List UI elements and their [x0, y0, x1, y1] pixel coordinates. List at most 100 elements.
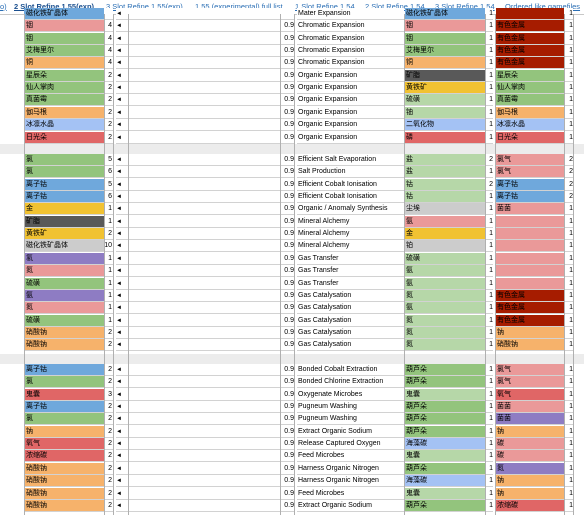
- recipe-name-cell[interactable]: Organic Expansion: [297, 131, 404, 144]
- output1-item-cell[interactable]: 氨: [405, 302, 485, 315]
- input-item-cell[interactable]: 硝酸钠: [24, 462, 104, 475]
- output2-item-cell[interactable]: 钠: [496, 475, 564, 488]
- recipe-name-cell[interactable]: Organic Expansion: [297, 82, 404, 95]
- output1-count-cell[interactable]: 2: [485, 154, 493, 166]
- output1-item-cell[interactable]: 尘埃: [405, 203, 485, 216]
- output2-item-cell[interactable]: 硝酸钠: [496, 339, 564, 352]
- input-item-cell[interactable]: 氨: [24, 289, 104, 302]
- sheet-tab[interactable]: 1 Slot Refine 1.54: [295, 2, 355, 11]
- blank-cell[interactable]: [128, 166, 280, 179]
- recipe-name-cell[interactable]: Feed Microbes: [297, 450, 404, 463]
- recipe-name-cell[interactable]: Gas Catalysation: [297, 302, 404, 315]
- output1-item-cell[interactable]: 鬼囊: [405, 487, 485, 500]
- output1-item-cell[interactable]: 鬼囊: [405, 450, 485, 463]
- rate-cell[interactable]: 0.9: [280, 94, 294, 107]
- output1-item-cell[interactable]: 铜: [405, 57, 485, 70]
- recipe-name-cell[interactable]: Mineral Alchemy: [297, 215, 404, 228]
- output1-count-cell[interactable]: 1: [485, 302, 493, 315]
- recipe-name-cell[interactable]: Gas Transfer: [297, 265, 404, 278]
- input-item-cell[interactable]: 硫磺: [24, 277, 104, 290]
- output2-item-cell[interactable]: [496, 265, 564, 278]
- output1-count-cell[interactable]: 1: [485, 401, 493, 414]
- recipe-name-cell[interactable]: Chromatic Expansion: [297, 57, 404, 70]
- sheet-tab[interactable]: 2 Slot Refine 1.54: [365, 2, 425, 11]
- rate-cell[interactable]: 0.9: [280, 425, 294, 438]
- blank-cell[interactable]: [128, 69, 280, 82]
- input-item-cell[interactable]: 磁化铁矿晶体: [24, 240, 104, 253]
- input-count-cell[interactable]: 6: [104, 166, 113, 179]
- input-count-cell[interactable]: 1: [104, 203, 113, 216]
- input-count-cell[interactable]: 2: [104, 82, 113, 95]
- output1-item-cell[interactable]: 鬼囊: [405, 388, 485, 401]
- rate-cell[interactable]: 0.9: [280, 487, 294, 500]
- output2-count-cell[interactable]: 1: [564, 32, 573, 45]
- output2-count-cell[interactable]: 1: [564, 277, 573, 290]
- output1-item-cell[interactable]: 钴: [405, 178, 485, 191]
- blank-cell[interactable]: [128, 462, 280, 475]
- recipe-name-cell[interactable]: Gas Catalysation: [297, 339, 404, 352]
- blank-cell[interactable]: [128, 178, 280, 191]
- output2-item-cell[interactable]: 有色金属: [496, 45, 564, 58]
- recipe-name-cell[interactable]: Bonded Cobalt Extraction: [297, 364, 404, 376]
- output1-count-cell[interactable]: 1: [485, 475, 493, 488]
- output1-item-cell[interactable]: 铂: [405, 240, 485, 253]
- input-item-cell[interactable]: 氡: [24, 252, 104, 265]
- output2-count-cell[interactable]: 1: [564, 450, 573, 463]
- output1-count-cell[interactable]: 1: [485, 131, 493, 144]
- output2-item-cell[interactable]: 氯气: [496, 154, 564, 166]
- output2-count-cell[interactable]: 1: [564, 228, 573, 241]
- output1-count-cell[interactable]: 1: [485, 376, 493, 389]
- rate-cell[interactable]: 0.9: [280, 240, 294, 253]
- recipe-name-cell[interactable]: Chromatic Expansion: [297, 45, 404, 58]
- rate-cell[interactable]: [280, 8, 294, 20]
- input-count-cell[interactable]: 2: [104, 438, 113, 451]
- output2-item-cell[interactable]: [496, 8, 564, 20]
- output1-count-cell[interactable]: 1: [485, 228, 493, 241]
- output2-item-cell[interactable]: [496, 277, 564, 290]
- output2-item-cell[interactable]: 仙人掌肉: [496, 82, 564, 95]
- input-count-cell[interactable]: 1: [104, 252, 113, 265]
- rate-cell[interactable]: 0.9: [280, 32, 294, 45]
- output2-count-cell[interactable]: 1: [564, 499, 573, 512]
- rate-cell[interactable]: 0.9: [280, 339, 294, 352]
- output1-item-cell[interactable]: 金: [405, 228, 485, 241]
- output2-item-cell[interactable]: [496, 215, 564, 228]
- output2-item-cell[interactable]: 离子钴: [496, 191, 564, 204]
- output1-count-cell[interactable]: 1: [485, 215, 493, 228]
- blank-cell[interactable]: [128, 376, 280, 389]
- blank-cell[interactable]: [128, 364, 280, 376]
- blank-cell[interactable]: [128, 32, 280, 45]
- input-count-cell[interactable]: 10: [104, 240, 113, 253]
- output1-count-cell[interactable]: 1: [485, 82, 493, 95]
- output2-count-cell[interactable]: 1: [564, 289, 573, 302]
- output2-count-cell[interactable]: 1: [564, 8, 573, 20]
- blank-cell[interactable]: [128, 265, 280, 278]
- input-count-cell[interactable]: 1: [104, 215, 113, 228]
- input-count-cell[interactable]: 4: [104, 32, 113, 45]
- recipe-name-cell[interactable]: Bonded Chlorine Extraction: [297, 376, 404, 389]
- output1-item-cell[interactable]: 硫磺: [405, 94, 485, 107]
- blank-cell[interactable]: [128, 339, 280, 352]
- recipe-name-cell[interactable]: Gas Catalysation: [297, 314, 404, 327]
- output1-item-cell[interactable]: 盐: [405, 166, 485, 179]
- rate-cell[interactable]: 0.9: [280, 57, 294, 70]
- input-item-cell[interactable]: 氯: [24, 376, 104, 389]
- input-item-cell[interactable]: 铟: [24, 32, 104, 45]
- blank-cell[interactable]: [128, 45, 280, 58]
- output1-count-cell[interactable]: 1: [485, 191, 493, 204]
- output2-item-cell[interactable]: 日光朵: [496, 131, 564, 144]
- rate-cell[interactable]: 0.9: [280, 154, 294, 166]
- rate-cell[interactable]: 0.9: [280, 119, 294, 132]
- recipe-name-cell[interactable]: Mineral Alchemy: [297, 228, 404, 241]
- rate-cell[interactable]: 0.9: [280, 326, 294, 339]
- blank-cell[interactable]: [128, 106, 280, 119]
- output1-count-cell[interactable]: 1: [485, 252, 493, 265]
- input-item-cell[interactable]: 铜: [24, 57, 104, 70]
- rate-cell[interactable]: 0.9: [280, 475, 294, 488]
- input-count-cell[interactable]: 2: [104, 376, 113, 389]
- output2-count-cell[interactable]: 1: [564, 314, 573, 327]
- input-count-cell[interactable]: 5: [104, 154, 113, 166]
- input-item-cell[interactable]: 氯: [24, 154, 104, 166]
- output1-count-cell[interactable]: 1: [485, 499, 493, 512]
- input-count-cell[interactable]: 2: [104, 364, 113, 376]
